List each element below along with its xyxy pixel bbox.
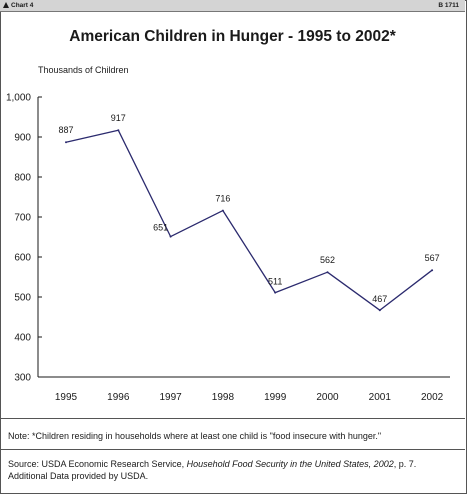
logo-icon: [3, 2, 9, 8]
header-bar: Chart 4 B 1711: [0, 0, 465, 12]
data-point: [378, 309, 381, 312]
series-line: [65, 129, 433, 311]
data-label: 716: [215, 194, 230, 204]
source-publication: Household Food Security in the United St…: [186, 459, 394, 469]
data-point: [65, 141, 67, 144]
x-tick-label: 2001: [369, 392, 392, 403]
divider-top: [0, 418, 465, 419]
data-point: [169, 235, 172, 238]
x-tick-label: 1999: [264, 392, 287, 403]
y-axis-label: Thousands of Children: [38, 65, 129, 75]
y-tick-label: 1,000: [6, 93, 31, 104]
x-tick-label: 1995: [55, 392, 78, 403]
y-tick-label: 800: [14, 173, 31, 184]
data-label: 467: [372, 294, 387, 304]
chart-title: American Children in Hunger - 1995 to 20…: [69, 28, 396, 45]
x-tick-label: 2002: [421, 392, 444, 403]
data-label: 651: [153, 223, 168, 233]
data-point: [326, 271, 329, 274]
y-tick-label: 600: [14, 253, 31, 264]
data-point: [274, 291, 277, 294]
source-citation: Source: USDA Economic Research Service, …: [8, 458, 460, 482]
y-tick-label: 700: [14, 213, 31, 224]
y-tick-label: 400: [14, 333, 31, 344]
source-additional: Additional Data provided by USDA.: [8, 471, 149, 481]
report-code: B 1711: [438, 2, 459, 9]
chart-number-label: Chart 4: [3, 0, 33, 11]
data-label: 887: [58, 125, 73, 135]
data-label: 511: [268, 277, 282, 287]
y-tick-label: 300: [14, 373, 31, 384]
source-suffix: , p. 7.: [393, 459, 417, 469]
x-tick-label: 2000: [316, 392, 339, 403]
x-tick-label: 1996: [107, 392, 130, 403]
source-prefix: Source: USDA Economic Research Service,: [8, 459, 187, 469]
data-point: [221, 209, 224, 212]
chart-number-text: Chart 4: [11, 2, 34, 9]
y-tick-label: 900: [14, 133, 31, 144]
data-point: [431, 269, 434, 272]
data-point: [117, 129, 120, 132]
y-tick-label: 500: [14, 293, 31, 304]
data-label: 567: [425, 253, 440, 263]
divider-bottom: [0, 449, 465, 450]
footnote: Note: *Children residing in households w…: [8, 431, 382, 441]
x-tick-label: 1998: [212, 392, 235, 403]
x-tick-label: 1997: [159, 392, 182, 403]
data-label: 562: [320, 255, 335, 265]
data-label: 917: [111, 113, 126, 123]
